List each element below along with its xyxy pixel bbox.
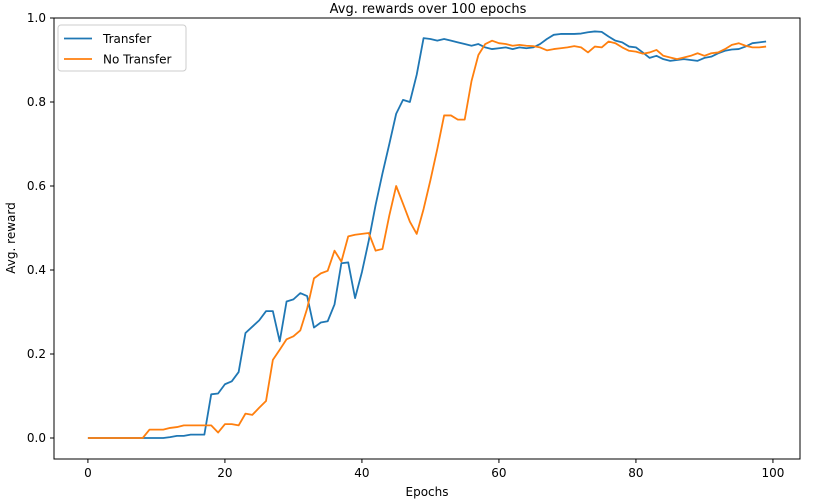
legend: Transfer No Transfer [57, 24, 187, 72]
chart-title: Avg. rewards over 100 epochs [330, 2, 527, 17]
series-line-transfer [87, 30, 767, 439]
y-tick-label: 0.2 [27, 347, 46, 361]
plot-frame [53, 17, 801, 460]
y-tick-label: 0.6 [27, 179, 46, 193]
legend-label-transfer: Transfer [102, 32, 151, 46]
x-tick-label: 20 [217, 466, 232, 480]
x-tick-label: 60 [491, 466, 506, 480]
y-axis-label: Avg. reward [4, 202, 18, 273]
series-group [87, 30, 767, 439]
x-axis: 0 20 40 60 80 100 [84, 459, 784, 480]
legend-label-no-transfer: No Transfer [103, 53, 171, 67]
y-tick-label: 0.0 [27, 431, 46, 445]
x-tick-label: 80 [628, 466, 643, 480]
series-line-no-transfer [87, 39, 767, 439]
x-axis-label: Epochs [406, 485, 449, 499]
y-axis: 0.0 0.2 0.4 0.6 0.8 1.0 [27, 11, 54, 445]
y-tick-label: 0.4 [27, 263, 46, 277]
x-tick-label: 0 [84, 466, 92, 480]
y-tick-label: 0.8 [27, 95, 46, 109]
y-tick-label: 1.0 [27, 11, 46, 25]
x-tick-label: 40 [354, 466, 369, 480]
x-tick-label: 100 [761, 466, 784, 480]
